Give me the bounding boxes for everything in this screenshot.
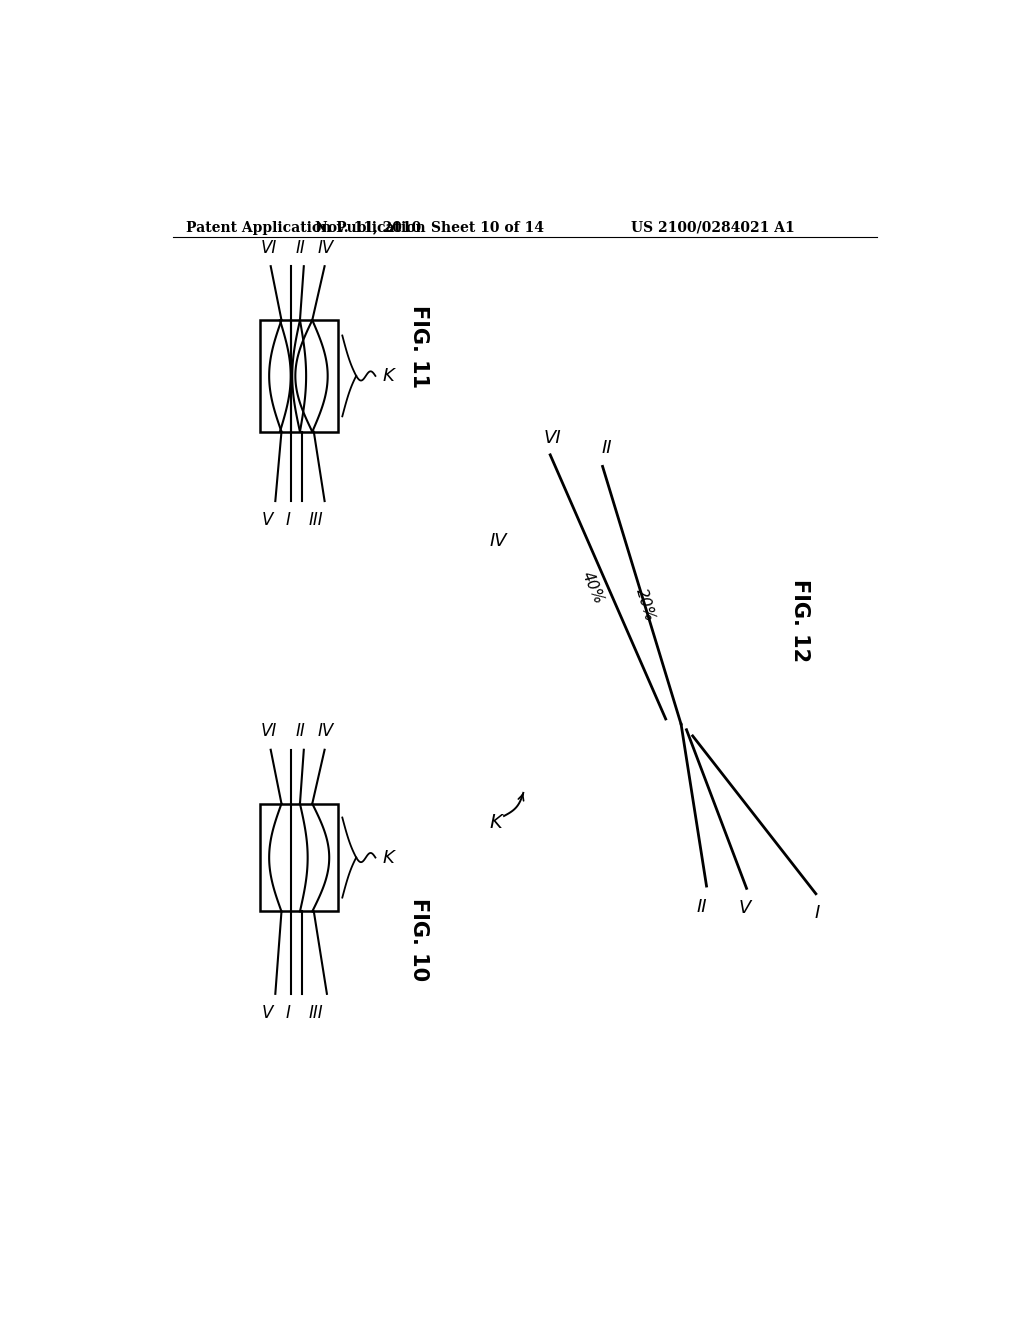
Text: VI: VI [261,722,278,739]
Text: FIG. 10: FIG. 10 [410,899,429,982]
Text: K: K [382,367,394,385]
Text: VI: VI [261,239,278,257]
Text: K: K [382,849,394,866]
Text: II: II [295,722,305,739]
Text: V: V [262,1003,273,1022]
Text: II: II [601,440,611,457]
Text: FIG. 11: FIG. 11 [410,305,429,388]
Text: 40%: 40% [579,569,606,607]
Text: Patent Application Publication: Patent Application Publication [186,220,426,235]
Text: FIG. 12: FIG. 12 [791,579,810,661]
Text: IV: IV [317,239,334,257]
Text: I: I [286,511,290,529]
Text: IV: IV [489,532,508,550]
Text: US 2100/0284021 A1: US 2100/0284021 A1 [631,220,795,235]
Text: III: III [308,1003,323,1022]
Text: III: III [308,511,323,529]
Text: V: V [739,899,752,917]
Text: Nov. 11, 2010  Sheet 10 of 14: Nov. 11, 2010 Sheet 10 of 14 [314,220,544,235]
Text: I: I [286,1003,290,1022]
Text: I: I [815,904,820,921]
Text: 20%: 20% [633,586,657,623]
Text: II: II [696,898,708,916]
Text: V: V [262,511,273,529]
Text: IV: IV [317,722,334,739]
Bar [260,321,339,432]
Text: VI: VI [544,429,561,447]
Text: II: II [295,239,305,257]
Text: K: K [489,813,503,832]
Bar [260,804,339,911]
